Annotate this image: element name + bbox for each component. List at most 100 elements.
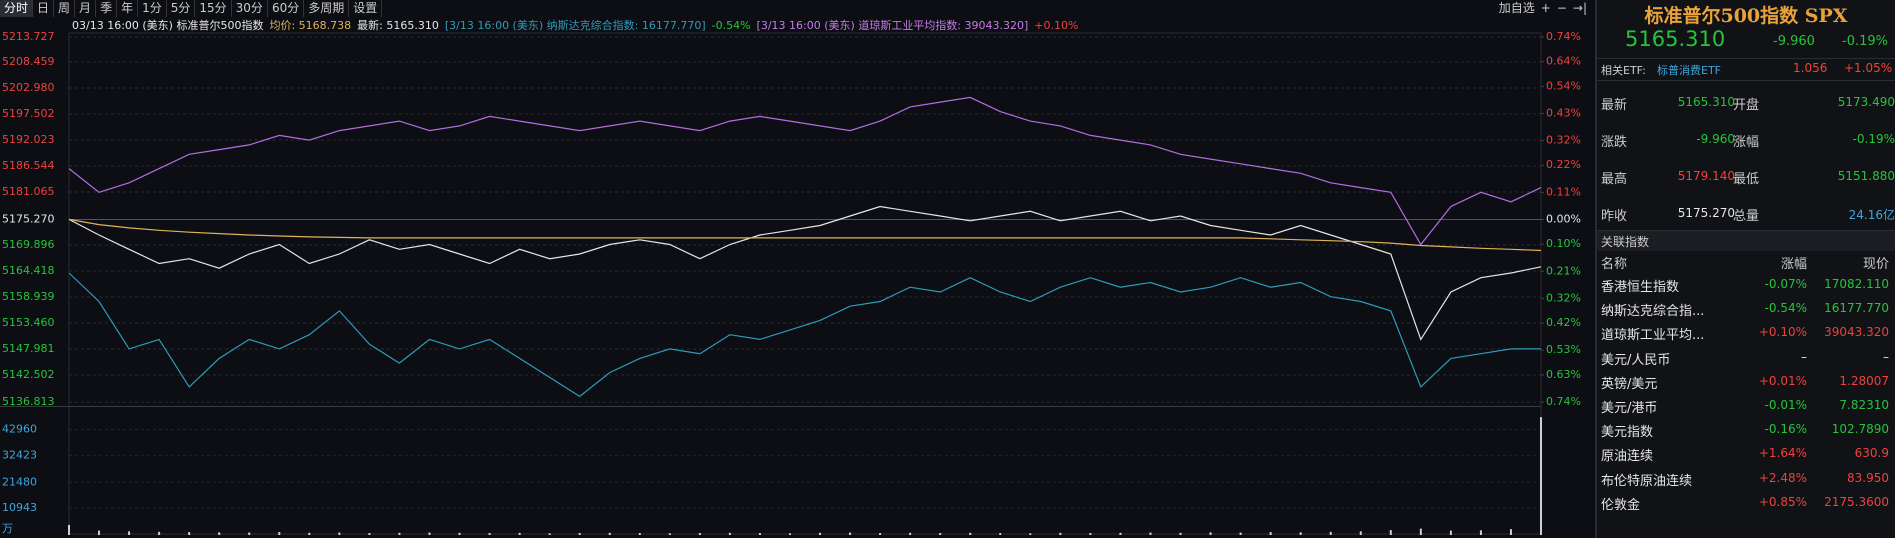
related-title: 关联指数 xyxy=(1601,235,1650,249)
related-price: 39043.320 xyxy=(1824,325,1889,340)
stat-value: 5175.270 xyxy=(1677,206,1735,220)
etf-name[interactable]: 标普消费ETF xyxy=(1657,64,1721,77)
tab[interactable]: 15分 xyxy=(195,0,232,17)
volume-tick-label: 32423 xyxy=(2,448,37,461)
related-name[interactable]: 美元/人民币 xyxy=(1601,352,1671,368)
related-price: 17082.110 xyxy=(1824,277,1889,291)
volume-tick-label: 10943 xyxy=(2,501,37,514)
volume-bar xyxy=(1359,531,1362,535)
volume-bar xyxy=(819,532,822,535)
volume-bar xyxy=(788,533,791,535)
y2-tick-label: 0.11% xyxy=(1546,185,1581,198)
quote-title: 标准普尔500指数 SPX xyxy=(1644,5,1848,27)
y-tick-label: 5147.981 xyxy=(2,342,55,355)
volume-bar xyxy=(1089,533,1092,535)
related-name[interactable]: 道琼斯工业平均... xyxy=(1601,328,1705,344)
volume-bar xyxy=(638,533,641,535)
series-line xyxy=(68,205,1542,341)
tab[interactable]: 日 xyxy=(33,0,55,17)
y-tick-label: 5208.459 xyxy=(2,55,55,68)
tab[interactable]: 多周期 xyxy=(304,0,350,17)
quote-price: 5165.310 xyxy=(1625,27,1726,51)
stat-label: 最低 xyxy=(1733,172,1760,187)
related-price: 7.82310 xyxy=(1839,398,1889,412)
volume-bar xyxy=(578,533,581,535)
volume-bar xyxy=(248,532,251,535)
y2-tick-label: 0.64% xyxy=(1546,55,1581,68)
related-name[interactable]: 原油连续 xyxy=(1601,449,1654,465)
volume-bar xyxy=(548,533,551,535)
tab[interactable]: 60分 xyxy=(268,0,305,17)
related-name[interactable]: 香港恒生指数 xyxy=(1601,280,1680,295)
related-name[interactable]: 伦敦金 xyxy=(1601,497,1641,513)
volume-bar xyxy=(188,532,191,535)
tab[interactable]: 年 xyxy=(117,0,139,17)
related-change: +2.48% xyxy=(1758,470,1807,485)
related-name[interactable]: 纳斯达克综合指... xyxy=(1601,304,1705,320)
volume-bar xyxy=(1239,532,1242,535)
volume-bar xyxy=(1479,530,1482,535)
related-header: 现价 xyxy=(1862,257,1889,272)
info-nasdaq: [3/13 16:00 (美东) 纳斯达克综合指数: 16177.770] xyxy=(444,19,706,32)
volume-bar xyxy=(458,532,461,535)
related-name[interactable]: 英镑/美元 xyxy=(1601,376,1658,392)
y-tick-label: 5202.980 xyxy=(2,81,55,94)
action-button[interactable]: + xyxy=(1540,1,1551,15)
action-button[interactable]: − xyxy=(1556,1,1567,15)
info-line: 03/13 16:00 (美东) 标准普尔500指数 均价: 5168.738 最新… xyxy=(72,18,1084,33)
y2-tick-label: 0.21% xyxy=(1546,264,1581,277)
tab[interactable]: 设置 xyxy=(349,0,383,17)
stat-value: 5179.140 xyxy=(1677,169,1735,183)
tab[interactable]: 季 xyxy=(96,0,118,17)
y-tick-label: 5197.502 xyxy=(2,107,55,120)
etf-price: 1.056 xyxy=(1793,61,1828,75)
volume-bar xyxy=(1149,532,1152,535)
y-tick-label: 5136.813 xyxy=(2,395,55,408)
y2-tick-label: 0.22% xyxy=(1546,158,1581,171)
volume-bar xyxy=(849,532,852,535)
stat-label: 最高 xyxy=(1601,172,1628,187)
etf-change: +1.05% xyxy=(1844,61,1893,75)
volume-bar xyxy=(518,532,521,535)
volume-bar xyxy=(368,533,371,535)
toolbar-actions: 加自选 + − →| xyxy=(1493,0,1587,17)
tab[interactable]: 分时 xyxy=(0,0,34,17)
stat-value: 5151.880 xyxy=(1837,169,1895,183)
volume-bar xyxy=(969,532,972,535)
action-button[interactable]: →| xyxy=(1572,1,1587,15)
stat-value: -9.960 xyxy=(1696,132,1735,146)
tab[interactable]: 30分 xyxy=(232,0,268,17)
stat-label: 开盘 xyxy=(1733,98,1760,113)
stat-value: -0.19% xyxy=(1852,132,1895,146)
info-last: 最新: 5165.310 xyxy=(357,19,439,32)
tab[interactable]: 月 xyxy=(75,0,97,17)
related-header: 涨幅 xyxy=(1780,257,1807,272)
volume-bar xyxy=(1329,531,1332,535)
y-tick-label: 5192.023 xyxy=(2,133,55,146)
y2-tick-label: 0.10% xyxy=(1546,237,1581,250)
volume-bar xyxy=(1509,529,1512,535)
volume-unit: 万 xyxy=(2,522,13,535)
series-line xyxy=(68,272,1541,398)
volume-bar xyxy=(1449,530,1452,535)
y-tick-label: 5175.270 xyxy=(2,213,55,226)
y2-tick-label: 0.74% xyxy=(1546,395,1581,408)
info-dow-change: +0.10% xyxy=(1034,19,1079,32)
related-change: -0.16% xyxy=(1764,422,1807,437)
related-name[interactable]: 美元指数 xyxy=(1601,425,1654,441)
tab[interactable]: 1分 xyxy=(138,0,167,17)
y-tick-label: 5142.502 xyxy=(2,368,55,381)
related-name[interactable]: 美元/港币 xyxy=(1601,401,1658,416)
volume-bar xyxy=(68,524,70,535)
volume-bar xyxy=(1389,530,1392,535)
action-button[interactable]: 加自选 xyxy=(1498,1,1535,15)
tab[interactable]: 5分 xyxy=(167,0,196,17)
series-line xyxy=(68,96,1542,246)
related-price: 102.7890 xyxy=(1831,422,1889,437)
related-change: -0.01% xyxy=(1764,398,1807,412)
volume-bar xyxy=(999,533,1002,535)
y2-tick-label: 0.54% xyxy=(1546,79,1581,92)
related-name[interactable]: 布伦特原油连续 xyxy=(1601,473,1693,489)
volume-bar xyxy=(1209,532,1212,535)
tab[interactable]: 周 xyxy=(54,0,76,17)
